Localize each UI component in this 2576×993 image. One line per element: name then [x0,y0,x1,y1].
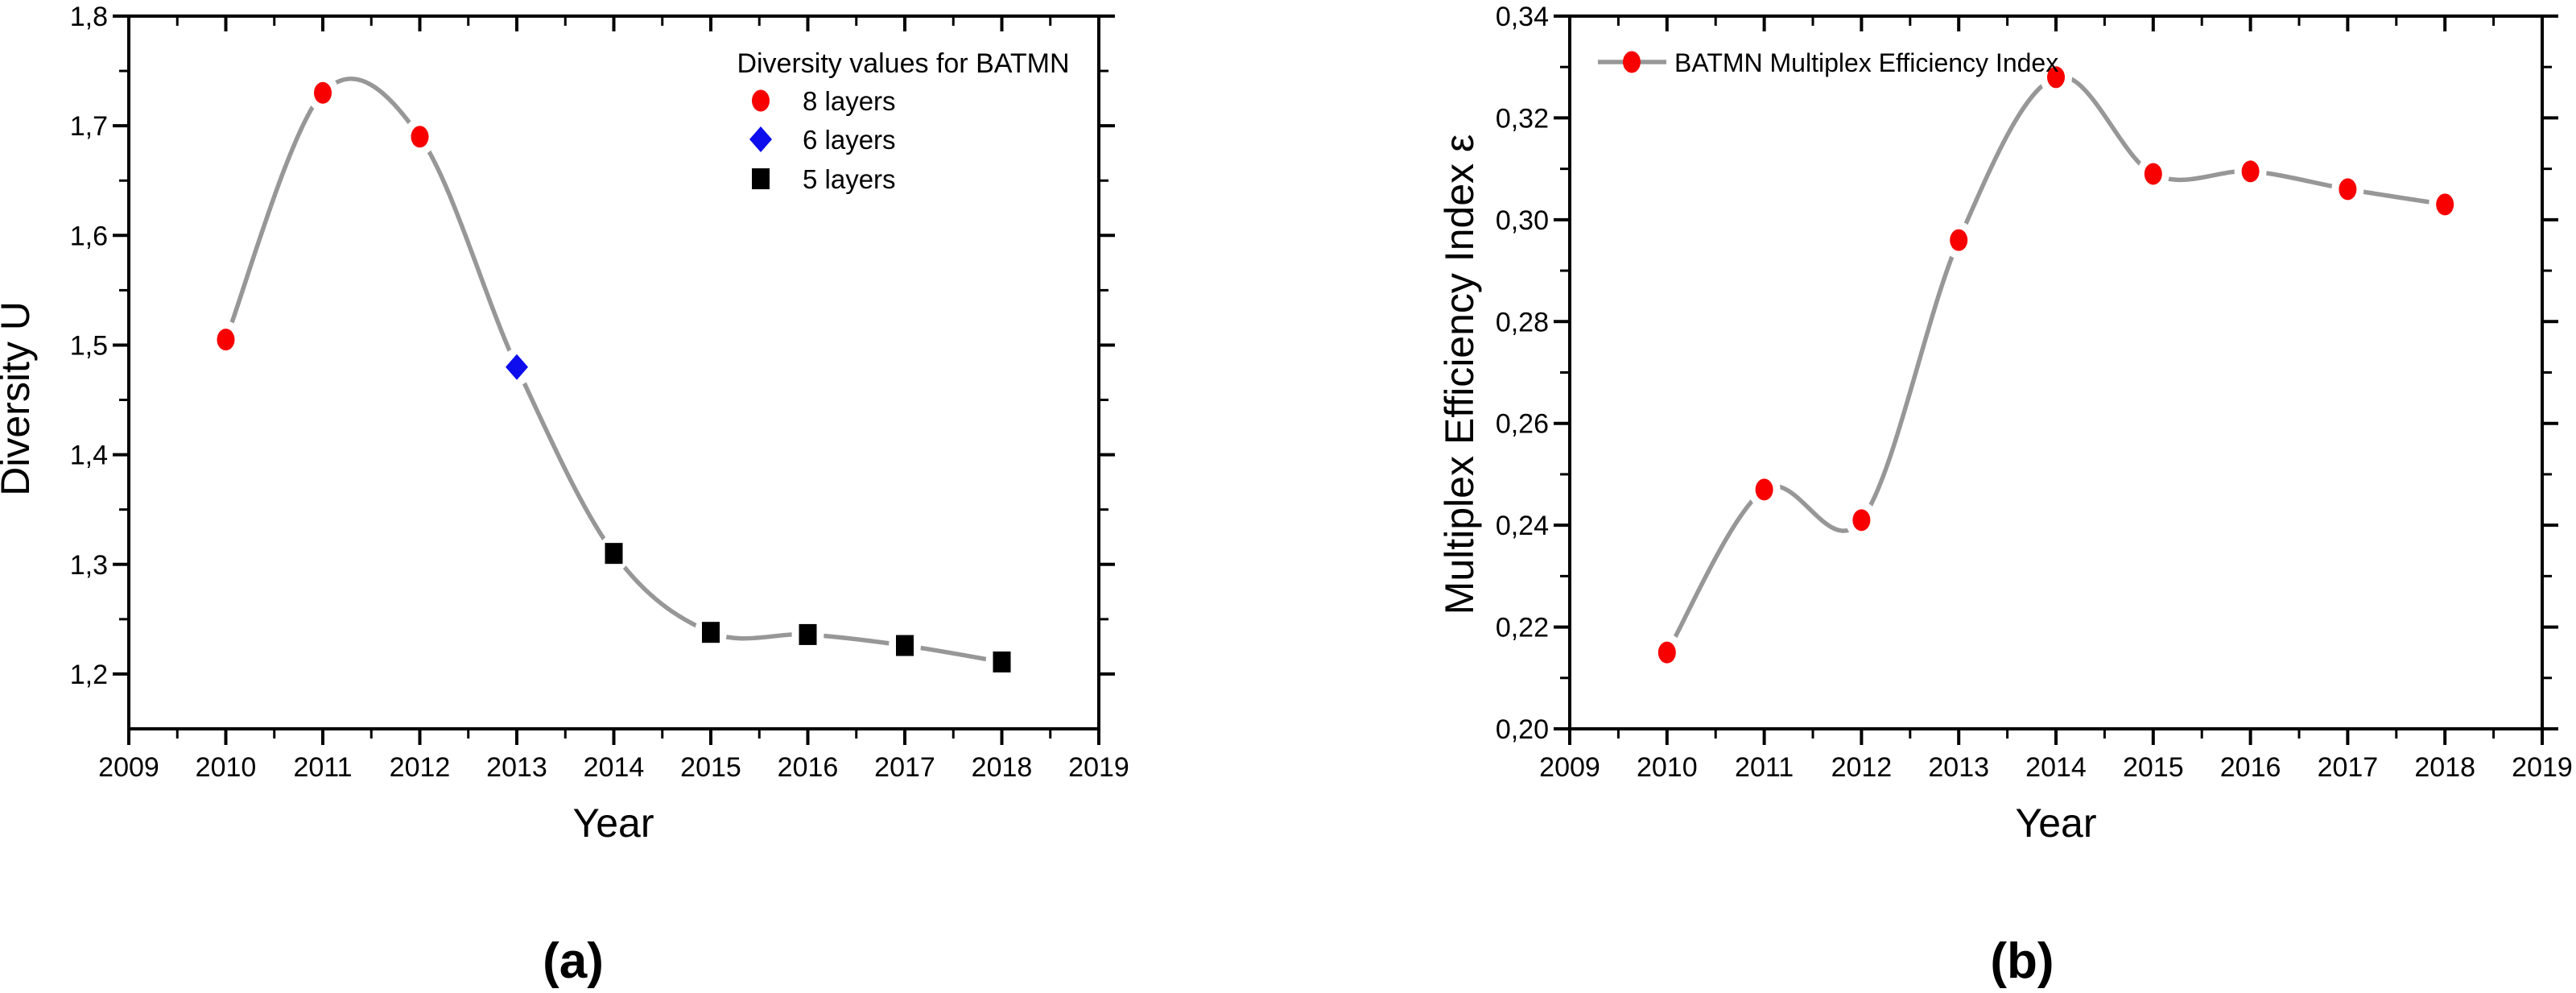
square-marker [752,168,770,189]
x-tick-label: 2010 [196,752,257,783]
x-tick-label: 2017 [2318,752,2379,783]
series-curve [1665,74,2447,655]
y-tick-label: 0,26 [1496,409,1549,440]
x-tick-label: 2014 [2025,752,2087,783]
circle-marker [217,329,235,351]
square-marker [799,623,817,645]
x-tick-label: 2010 [1637,752,1698,783]
x-tick-label: 2019 [2512,752,2573,783]
y-axis-title: Diversity U [0,301,38,496]
x-tick-label: 2013 [1928,752,1989,783]
x-tick-label: 2019 [1068,752,1129,783]
x-tick-label: 2012 [390,752,451,783]
x-tick-label: 2016 [778,752,839,783]
y-tick-label: 1,3 [70,550,108,581]
legend-item-label: 5 layers [803,164,896,194]
diamond-marker [749,126,772,152]
y-tick-label: 1,8 [70,2,108,32]
circle-marker [2339,178,2357,201]
legend-item-label: 6 layers [803,125,896,155]
y-tick-label: 0,30 [1496,205,1549,236]
y-tick-label: 0,28 [1496,307,1549,337]
y-tick-label: 0,20 [1496,714,1549,745]
square-marker [993,651,1011,672]
y-tick-label: 1,4 [70,441,108,471]
x-tick-label: 2011 [1735,752,1794,783]
x-tick-label: 2017 [874,752,935,783]
x-tick-label: 2013 [486,752,547,783]
chart-panel-b: 2009 2010 2011 2012 2013 2014 2015 2016 2017 2018… [1437,2,2573,989]
y-tick-label: 0,34 [1496,2,1549,32]
circle-marker [2144,163,2162,185]
diamond-marker [506,354,528,380]
legend-item-label: BATMN Multiplex Efficiency Index [1674,48,2058,77]
plot-border [1568,14,2544,730]
circle-marker [411,126,429,148]
legend: BATMN Multiplex Efficiency Index [1598,48,2058,77]
chart-panel-a: 2009 2010 2011 2012 2013 2014 2015 2016 2017 2018… [0,2,1129,989]
x-tick-label: 2015 [2123,752,2184,783]
x-axis-title: Year [2015,801,2096,846]
x-tick-label: 2018 [2414,752,2475,783]
x-tick-label: 2015 [680,752,741,783]
legend: Diversity values for BATMN 8 layers 6 laye… [737,48,1069,194]
circle-marker [1950,229,1968,251]
square-marker [702,622,720,643]
x-axis-title: Year [572,801,654,846]
circle-marker [2436,193,2454,216]
square-marker [896,635,914,656]
circle-marker [1657,641,1676,664]
circle-marker [1755,478,1773,501]
x-tick-label: 2016 [2220,752,2281,783]
y-tick-label: 1,7 [70,111,108,142]
circle-marker [314,81,332,104]
circle-marker [1623,51,1641,73]
square-marker [605,543,623,565]
plot-border [127,14,1100,730]
circle-marker [752,89,770,112]
circle-marker [1852,509,1871,532]
y-tick-label: 1,5 [70,330,108,361]
x-tick-label: 2018 [972,752,1033,783]
panel-label: (a) [543,933,604,989]
y-tick-label: 1,2 [70,660,108,690]
y-tick-label: 0,32 [1496,103,1549,134]
legend-title: Diversity values for BATMN [737,48,1069,79]
x-tick-label: 2009 [98,752,159,783]
legend-item-label: 8 layers [803,86,896,116]
circle-marker [2241,160,2260,183]
circle-marker [2047,66,2065,89]
y-axis-title: Multiplex Efficiency Index ε [1437,134,1482,615]
y-tick-label: 1,6 [70,221,108,251]
x-tick-label: 2011 [293,752,352,783]
x-tick-label: 2012 [1831,752,1893,783]
y-tick-label: 0,24 [1496,511,1549,541]
x-tick-label: 2014 [584,752,645,783]
panel-label: (b) [1990,933,2054,989]
x-tick-label: 2009 [1539,752,1600,783]
y-tick-label: 0,22 [1496,613,1549,643]
